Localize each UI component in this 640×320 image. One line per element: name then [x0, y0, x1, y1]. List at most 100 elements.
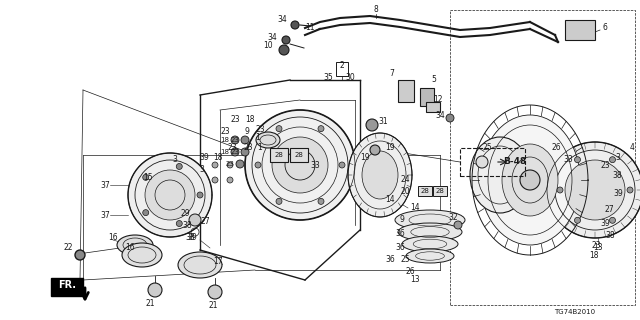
- Circle shape: [241, 136, 249, 144]
- Circle shape: [241, 148, 249, 156]
- Bar: [565, 20, 595, 40]
- Bar: [336, 62, 348, 76]
- Ellipse shape: [178, 252, 222, 278]
- Text: 2: 2: [340, 61, 344, 70]
- Ellipse shape: [470, 137, 530, 213]
- Text: 34: 34: [435, 110, 445, 119]
- Text: 12: 12: [433, 95, 443, 105]
- Text: 3: 3: [200, 165, 204, 174]
- Text: 26: 26: [551, 143, 561, 153]
- Text: 27: 27: [200, 218, 210, 227]
- Circle shape: [520, 170, 540, 190]
- Circle shape: [143, 174, 148, 180]
- Text: 1: 1: [255, 133, 260, 142]
- Text: 25: 25: [400, 255, 410, 265]
- Bar: [420, 88, 434, 106]
- Circle shape: [627, 187, 633, 193]
- Circle shape: [255, 162, 261, 168]
- Circle shape: [236, 160, 244, 168]
- Circle shape: [318, 126, 324, 132]
- Ellipse shape: [502, 144, 558, 216]
- Circle shape: [75, 250, 85, 260]
- Text: 35: 35: [323, 74, 333, 83]
- Text: 23: 23: [220, 127, 230, 137]
- Circle shape: [609, 217, 616, 223]
- Circle shape: [148, 283, 162, 297]
- Text: 15: 15: [143, 173, 153, 182]
- Text: 33: 33: [563, 156, 573, 164]
- Text: 5: 5: [431, 76, 436, 84]
- Circle shape: [446, 114, 454, 122]
- Text: 39: 39: [600, 220, 610, 228]
- Circle shape: [282, 36, 290, 44]
- Text: 36: 36: [395, 229, 405, 238]
- Bar: [426, 102, 440, 112]
- Text: 9: 9: [244, 127, 250, 137]
- Circle shape: [276, 126, 282, 132]
- Text: 3: 3: [616, 154, 620, 163]
- Circle shape: [575, 157, 580, 163]
- Text: 28: 28: [275, 152, 284, 158]
- Circle shape: [197, 192, 203, 198]
- Text: 23: 23: [243, 143, 253, 153]
- Text: 30: 30: [345, 74, 355, 83]
- Text: 21: 21: [208, 300, 218, 309]
- Ellipse shape: [117, 235, 153, 255]
- Text: 16: 16: [108, 233, 118, 242]
- Circle shape: [145, 170, 195, 220]
- Text: 23: 23: [230, 116, 240, 124]
- Text: 24: 24: [400, 175, 410, 185]
- Text: 37: 37: [100, 180, 110, 189]
- Text: 27: 27: [604, 205, 614, 214]
- FancyArrowPatch shape: [66, 282, 82, 288]
- Text: 16: 16: [125, 244, 135, 252]
- Circle shape: [176, 164, 182, 170]
- Text: 23: 23: [600, 161, 610, 170]
- Text: 8: 8: [374, 5, 378, 14]
- Text: 28: 28: [294, 152, 303, 158]
- Circle shape: [231, 136, 239, 144]
- Circle shape: [128, 153, 212, 237]
- Bar: [418, 186, 432, 196]
- Circle shape: [176, 220, 182, 227]
- Text: 6: 6: [603, 23, 607, 33]
- Bar: [290, 148, 308, 162]
- Bar: [398, 80, 414, 102]
- Text: 34: 34: [277, 15, 287, 25]
- Text: 4: 4: [630, 143, 634, 153]
- Circle shape: [189, 214, 201, 226]
- Text: 38: 38: [182, 220, 192, 229]
- Text: 23: 23: [227, 143, 237, 153]
- Text: 18: 18: [221, 149, 230, 155]
- Text: 9: 9: [399, 215, 404, 225]
- Circle shape: [339, 162, 345, 168]
- Text: 38: 38: [612, 171, 622, 180]
- Text: 18: 18: [245, 116, 255, 124]
- Circle shape: [143, 210, 148, 216]
- Text: 10: 10: [263, 42, 273, 51]
- Ellipse shape: [395, 210, 465, 230]
- Circle shape: [454, 221, 462, 229]
- Ellipse shape: [348, 133, 412, 217]
- Circle shape: [245, 110, 355, 220]
- Text: 39: 39: [613, 189, 623, 198]
- Circle shape: [272, 137, 328, 193]
- Ellipse shape: [480, 115, 580, 245]
- Bar: [450, 10, 635, 305]
- Text: 36: 36: [385, 255, 395, 265]
- Text: 17: 17: [213, 258, 223, 267]
- Circle shape: [212, 162, 218, 168]
- Bar: [460, 148, 525, 176]
- Ellipse shape: [362, 151, 398, 199]
- Text: 37: 37: [100, 211, 110, 220]
- Circle shape: [370, 145, 380, 155]
- Text: 38: 38: [605, 230, 615, 239]
- Text: 19: 19: [360, 154, 370, 163]
- Text: 28: 28: [420, 188, 429, 194]
- Text: 21: 21: [145, 299, 155, 308]
- Text: 38: 38: [185, 234, 195, 243]
- Text: 25: 25: [482, 143, 492, 153]
- Text: 20: 20: [400, 188, 410, 196]
- Circle shape: [212, 177, 218, 183]
- Bar: [433, 186, 447, 196]
